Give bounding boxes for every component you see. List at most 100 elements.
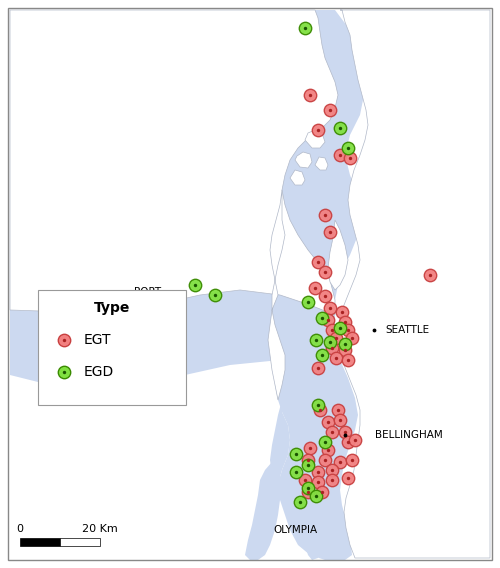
Point (341, 318, 349, 327)
Point (60, 336, 68, 345)
Point (60, 336, 68, 345)
Point (314, 467, 322, 477)
Bar (20, 538, 60, 546)
Point (332, 353, 340, 362)
Bar (60, 538, 100, 546)
Point (336, 415, 344, 424)
Point (336, 457, 344, 466)
Point (326, 337, 334, 346)
Point (304, 456, 312, 465)
Point (326, 227, 334, 236)
Point (304, 456, 312, 465)
Polygon shape (305, 130, 325, 148)
Point (332, 333, 340, 343)
Text: OLYMPIA: OLYMPIA (273, 525, 317, 535)
Polygon shape (290, 170, 305, 185)
Point (324, 417, 332, 427)
Point (304, 483, 312, 492)
Point (311, 283, 319, 293)
Polygon shape (245, 462, 282, 560)
Point (191, 281, 199, 290)
Point (328, 428, 336, 437)
Point (304, 298, 312, 307)
Point (314, 478, 322, 487)
Point (314, 257, 322, 266)
Point (311, 283, 319, 293)
Point (324, 445, 332, 454)
Point (211, 290, 219, 299)
Point (301, 23, 309, 32)
Point (341, 318, 349, 327)
Point (328, 465, 336, 474)
Point (326, 303, 334, 312)
Point (321, 291, 329, 300)
Point (306, 444, 314, 453)
Point (341, 340, 349, 349)
Point (318, 314, 326, 323)
Point (304, 483, 312, 492)
Bar (38, 290, 186, 405)
Point (332, 333, 340, 343)
Point (314, 126, 322, 135)
Point (341, 428, 349, 437)
Point (351, 436, 359, 445)
Point (321, 456, 329, 465)
Point (304, 461, 312, 470)
Polygon shape (338, 10, 490, 558)
Polygon shape (275, 10, 365, 560)
Point (344, 474, 352, 483)
Point (348, 456, 356, 465)
Point (326, 227, 334, 236)
Point (60, 367, 68, 377)
Point (328, 325, 336, 335)
Point (326, 337, 334, 346)
Polygon shape (270, 400, 290, 500)
Point (344, 437, 352, 446)
Point (336, 123, 344, 132)
Point (314, 400, 322, 410)
Point (324, 445, 332, 454)
Point (191, 281, 199, 290)
Point (304, 461, 312, 470)
Point (318, 487, 326, 496)
Point (321, 437, 329, 446)
Point (348, 456, 356, 465)
Point (321, 211, 329, 220)
Point (292, 449, 300, 458)
Point (344, 144, 352, 153)
Point (338, 307, 346, 316)
Point (336, 457, 344, 466)
Point (348, 333, 356, 343)
Point (344, 356, 352, 365)
Point (346, 153, 354, 162)
Point (314, 126, 322, 135)
Point (328, 325, 336, 335)
Point (346, 153, 354, 162)
Point (336, 323, 344, 332)
Point (312, 491, 320, 500)
Point (314, 364, 322, 373)
Point (314, 257, 322, 266)
Point (296, 498, 304, 507)
Point (328, 475, 336, 485)
Polygon shape (10, 290, 335, 390)
Point (314, 364, 322, 373)
Polygon shape (10, 10, 338, 315)
Point (348, 333, 356, 343)
Point (304, 487, 312, 496)
Polygon shape (315, 157, 328, 170)
Point (318, 314, 326, 323)
Point (341, 345, 349, 354)
Point (334, 406, 342, 415)
Polygon shape (268, 190, 285, 400)
Point (328, 475, 336, 485)
Point (326, 106, 334, 115)
Point (321, 456, 329, 465)
Point (314, 478, 322, 487)
Text: Type: Type (94, 301, 130, 315)
Point (341, 428, 349, 437)
Point (344, 474, 352, 483)
Text: EGD: EGD (84, 365, 114, 379)
Point (306, 90, 314, 99)
Point (306, 444, 314, 453)
